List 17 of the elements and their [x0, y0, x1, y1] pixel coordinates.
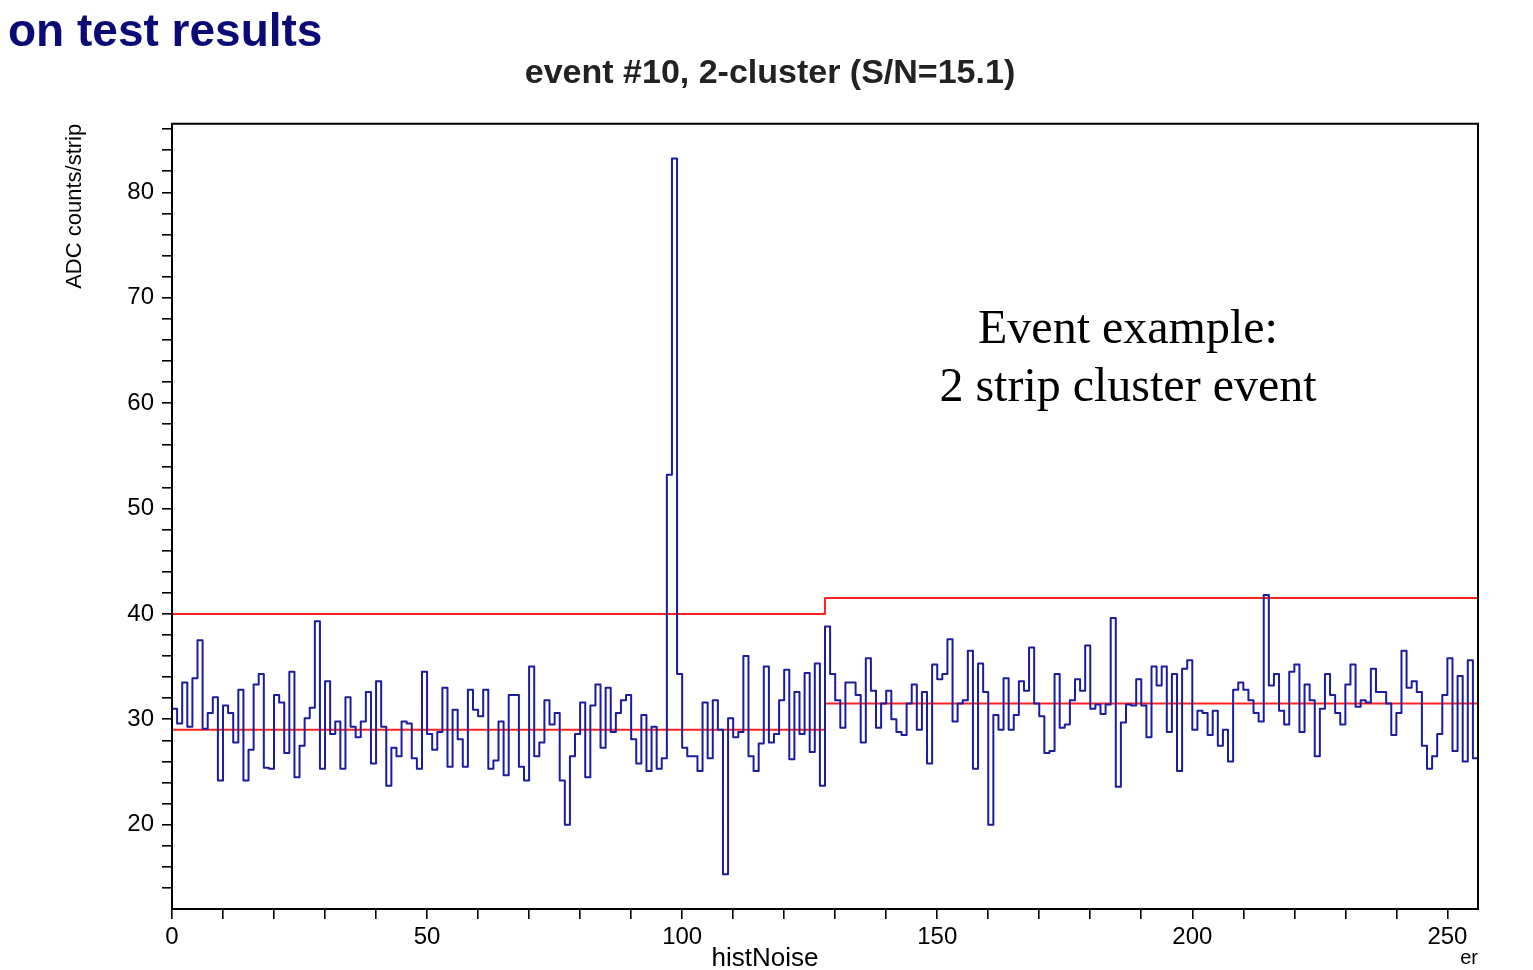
text: on test results [8, 4, 323, 56]
y-tick-label: 20 [127, 809, 154, 837]
text: histNoise [711, 942, 819, 970]
x-tick-label: 100 [662, 922, 703, 950]
y-tick-label: 50 [127, 493, 154, 521]
chart-title: event #10, 2-cluster (S/N=15.1) [524, 51, 1016, 90]
y-tick-label: 70 [127, 282, 154, 310]
x-tick-label: 0 [165, 922, 179, 950]
x-tick-label: 200 [1172, 922, 1213, 950]
y-tick-label: 60 [127, 387, 154, 415]
x-tick-label: 150 [917, 922, 958, 950]
x-tick-label: 50 [413, 922, 441, 950]
annotation: Event example: 2 strip cluster event [939, 300, 1318, 411]
y-tick-label: 80 [127, 176, 154, 204]
y-tick-label: 40 [127, 598, 154, 626]
y-axis-title: ADC counts/strip [61, 123, 87, 289]
y-tick-label: 30 [127, 703, 154, 731]
